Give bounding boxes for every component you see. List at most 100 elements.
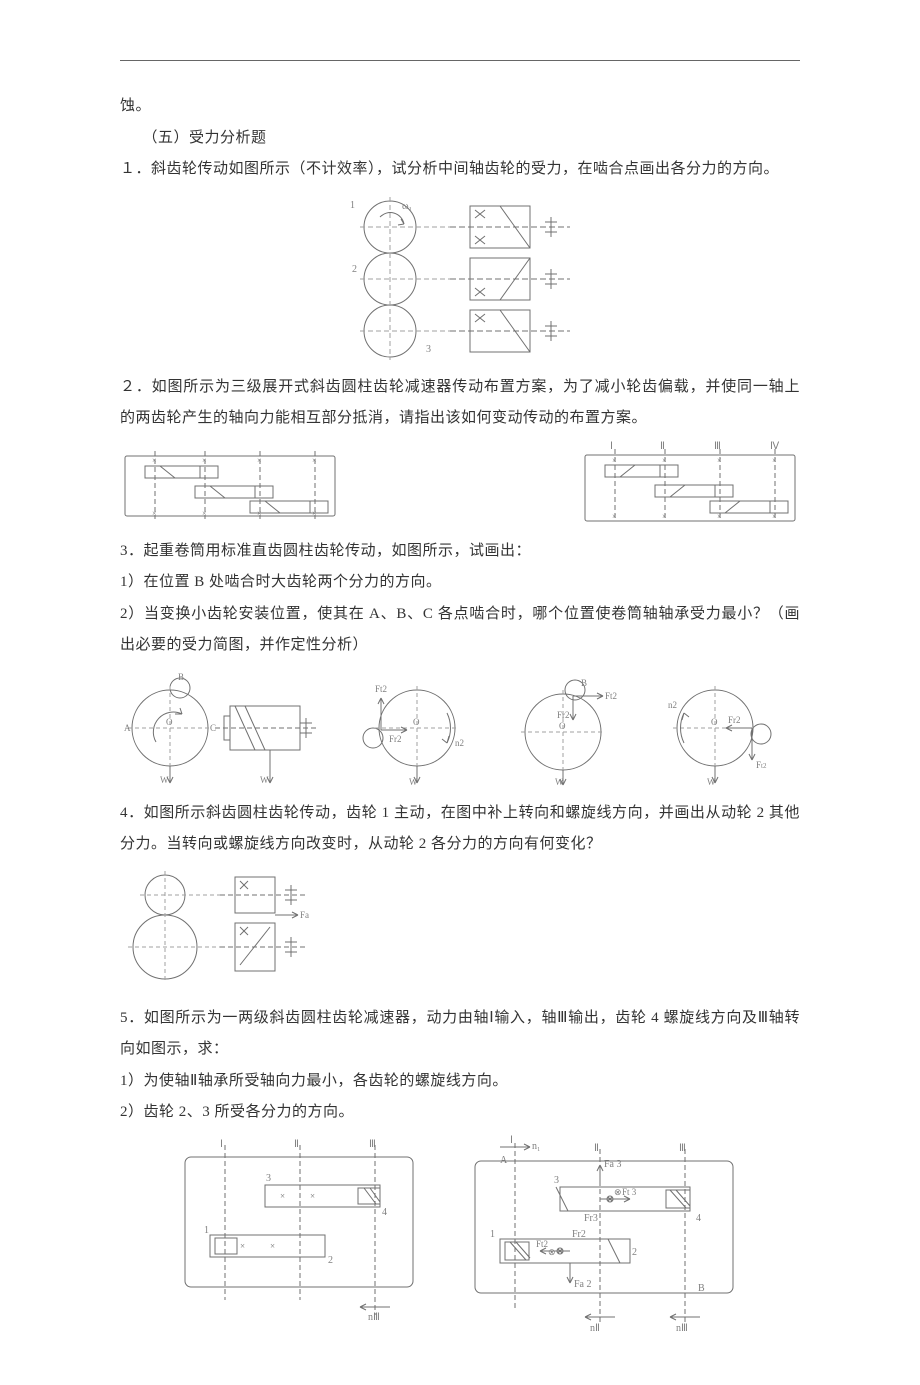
svg-text:Ft2: Ft2 [375,684,387,694]
svg-text:1: 1 [490,1229,495,1240]
svg-text:×: × [240,1241,245,1251]
svg-text:×: × [152,456,157,465]
q1-text: １．斜齿轮传动如图所示（不计效率），试分析中间轴齿轮的受力，在啮合点画出各分力的… [120,154,800,186]
q4-text: 4．如图所示斜齿圆柱齿轮传动，齿轮 1 主动，在图中补上转向和螺旋线方向，并画出… [120,798,800,861]
svg-text:Fa 2: Fa 2 [574,1279,592,1290]
q1-num: １． [120,161,151,177]
svg-text:A: A [124,723,131,733]
svg-text:×: × [612,456,617,465]
svg-text:Fa: Fa [300,910,309,920]
svg-text:×: × [612,512,617,521]
svg-text:W: W [707,777,716,787]
page-rule [120,60,800,61]
q5-body: 如图所示为一两级斜齿圆柱齿轮减速器，动力由轴Ⅰ输入，轴Ⅲ输出，齿轮 4 螺旋线方… [120,1010,800,1058]
svg-text:Fr3: Fr3 [584,1213,598,1224]
svg-text:×: × [662,512,667,521]
svg-text:1: 1 [350,200,355,211]
q2-num: ２． [120,379,152,395]
svg-text:ω₁: ω₁ [402,201,412,212]
svg-text:Fr2: Fr2 [572,1229,586,1240]
svg-text:⊗: ⊗ [614,1187,622,1197]
svg-text:4: 4 [696,1213,701,1224]
svg-text:2: 2 [632,1247,637,1258]
svg-text:O: O [166,717,173,727]
svg-text:Ft 3: Ft 3 [622,1187,637,1197]
svg-text:Ⅱ: Ⅱ [660,441,665,452]
q4-body: 如图所示斜齿圆柱齿轮传动，齿轮 1 主动，在图中补上转向和螺旋线方向，并画出从动… [120,805,800,853]
q3-text: 3．起重卷筒用标准直齿圆柱齿轮传动，如图所示，试画出： [120,536,800,568]
q2-fig-left: × × × × × × × × [120,446,340,521]
svg-text:Ⅲ: Ⅲ [679,1143,686,1154]
svg-text:×: × [310,1191,315,1201]
svg-text:Fr2: Fr2 [557,710,570,720]
svg-text:Fa 3: Fa 3 [604,1159,622,1170]
svg-text:3: 3 [266,1173,271,1184]
svg-text:Ⅰ: Ⅰ [610,441,613,452]
svg-text:×: × [312,456,317,465]
q5-sub2: 2）齿轮 2、3 所受各分力的方向。 [120,1097,800,1129]
q5-sub1: 1）为使轴Ⅱ轴承所受轴向力最小，各齿轮的螺旋线方向。 [120,1066,800,1098]
svg-text:×: × [312,509,317,518]
svg-text:n2: n2 [455,738,464,748]
svg-text:n₁: n₁ [532,1141,541,1152]
q2-text: ２．如图所示为三级展开式斜齿圆柱齿轮减速器传动布置方案，为了减小轮齿偏载，并使同… [120,372,800,435]
svg-text:W: W [555,777,564,787]
svg-text:Ⅲ: Ⅲ [369,1139,376,1150]
svg-text:nⅡ: nⅡ [590,1323,600,1334]
svg-text:3: 3 [554,1175,559,1186]
svg-text:×: × [270,1241,275,1251]
svg-text:O: O [711,717,718,727]
svg-text:Ft2: Ft2 [605,691,617,701]
svg-text:×: × [772,456,777,465]
svg-text:B: B [178,672,184,682]
svg-text:3: 3 [426,344,431,355]
svg-text:2: 2 [352,264,357,275]
svg-text:nⅢ: nⅢ [676,1323,688,1334]
svg-text:4: 4 [382,1207,387,1218]
q5-num: 5． [120,1010,144,1026]
svg-text:×: × [202,509,207,518]
q3-sub1: 1）在位置 B 处啮合时大齿轮两个分力的方向。 [120,567,800,599]
svg-text:×: × [717,512,722,521]
svg-text:Ft2: Ft2 [536,1239,548,1249]
svg-text:Fr2: Fr2 [389,734,402,744]
svg-text:×: × [257,509,262,518]
svg-text:n2: n2 [668,700,677,710]
svg-text:O: O [559,721,566,731]
svg-text:⊗: ⊗ [548,1247,556,1257]
svg-text:×: × [152,509,157,518]
svg-text:Ⅳ: Ⅳ [770,441,780,452]
q5-figure-row: ×× ×× Ⅰ Ⅱ Ⅲ 3 4 1 2 nⅢ [120,1135,800,1335]
svg-text:Ⅲ: Ⅲ [714,441,721,452]
svg-text:×: × [202,456,207,465]
svg-text:B: B [581,678,587,688]
svg-text:C: C [210,723,216,733]
q3-num: 3． [120,543,144,559]
svg-text:×: × [257,456,262,465]
svg-text:Ⅰ: Ⅰ [510,1135,513,1146]
q3-sub2: 2）当变换小齿轮安装位置，使其在 A、B、C 各点啮合时，哪个位置使卷筒轴轴承受… [120,599,800,662]
svg-text:W: W [409,777,418,787]
q5-text: 5．如图所示为一两级斜齿圆柱齿轮减速器，动力由轴Ⅰ输入，轴Ⅲ输出，齿轮 4 螺旋… [120,1003,800,1066]
svg-text:Ⅱ: Ⅱ [294,1139,299,1150]
q2-fig-right: ×× ×× ×× ×× Ⅰ Ⅱ Ⅲ Ⅳ [580,441,800,526]
q2-body: 如图所示为三级展开式斜齿圆柱齿轮减速器传动布置方案，为了减小轮齿偏载，并使同一轴… [120,379,800,427]
svg-text:W: W [260,775,269,785]
q1-figure: 1 ω₁ 2 3 [120,192,800,362]
svg-text:1: 1 [204,1225,209,1236]
svg-text:×: × [662,456,667,465]
section-title: （五）受力分析题 [120,123,800,155]
svg-text:Ⅰ: Ⅰ [220,1139,223,1150]
q4-figure: Fa [120,865,800,995]
q3-body: 起重卷筒用标准直齿圆柱齿轮传动，如图所示，试画出： [144,543,532,559]
svg-text:B: B [698,1283,705,1294]
svg-text:A: A [500,1155,508,1166]
svg-text:Ⅱ: Ⅱ [594,1143,599,1154]
q1-body: 斜齿轮传动如图所示（不计效率），试分析中间轴齿轮的受力，在啮合点画出各分力的方向… [151,161,779,177]
frag-prev: 蚀。 [120,91,800,123]
svg-text:Fr2: Fr2 [728,715,741,725]
q2-figure-row: × × × × × × × × [120,441,800,526]
q3-figure-row: B A C O W W [120,668,800,788]
svg-text:×: × [717,456,722,465]
svg-text:W: W [160,775,169,785]
